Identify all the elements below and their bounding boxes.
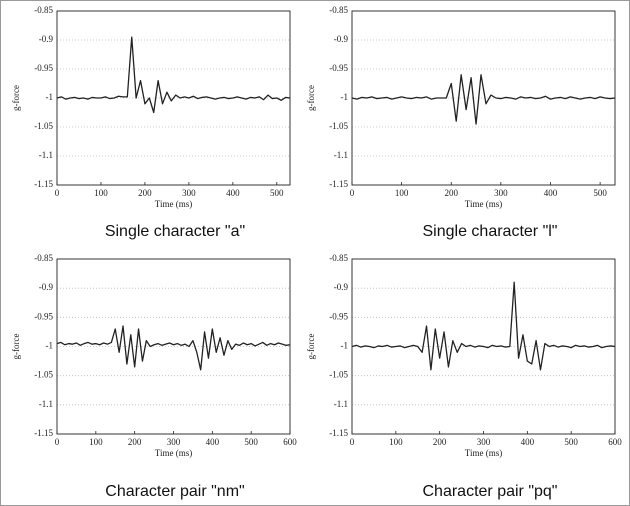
x-tick-label: 100 [389,437,403,447]
x-tick-label: 200 [433,437,447,447]
y-axis-label: g-force [11,334,21,360]
x-tick-label: 100 [395,188,409,198]
x-tick-label: 200 [128,437,142,447]
x-tick-label: 400 [206,437,220,447]
x-tick-label: 400 [521,437,535,447]
y-axis-label: g-force [11,85,21,111]
y-tick-label: -1.1 [334,150,348,160]
x-axis-label: Time (ms) [155,199,192,209]
y-tick-label: -0.85 [34,5,53,15]
y-tick-label: -1.1 [334,399,348,409]
y-axis-label: g-force [306,85,316,111]
y-tick-label: -1.15 [34,179,53,189]
x-tick-label: 500 [270,188,284,198]
y-tick-label: -1.05 [34,370,53,380]
y-axis-label: g-force [306,334,316,360]
y-tick-label: -1 [46,341,54,351]
x-tick-label: 600 [283,437,297,447]
y-tick-label: -0.9 [334,34,349,44]
x-axis-label: Time (ms) [465,448,502,458]
y-tick-label: -1 [341,341,349,351]
y-tick-label: -1.15 [329,428,348,438]
y-tick-label: -0.85 [329,5,348,15]
y-tick-label: -1 [341,92,349,102]
y-tick-label: -0.85 [329,253,348,263]
x-tick-label: 100 [94,188,108,198]
x-axis-label: Time (ms) [155,448,192,458]
data-line [56,36,291,114]
x-tick-label: 200 [444,188,458,198]
x-tick-label: 0 [350,188,355,198]
x-tick-label: 400 [226,188,240,198]
y-tick-label: -1 [46,92,54,102]
y-tick-label: -1.05 [34,121,53,131]
y-tick-label: -1.05 [329,121,348,131]
chart-caption: Single character "a" [105,223,245,240]
x-tick-label: 300 [167,437,181,447]
x-tick-label: 100 [89,437,103,447]
chart-caption: Character pair "nm" [105,483,244,500]
y-tick-label: -1.05 [329,370,348,380]
x-tick-label: 200 [138,188,152,198]
x-tick-label: 0 [55,188,60,198]
y-tick-label: -0.95 [34,63,53,73]
x-tick-label: 300 [182,188,196,198]
plot-frame [56,258,291,435]
x-tick-label: 600 [608,437,622,447]
x-tick-label: 300 [494,188,508,198]
x-tick-label: 400 [544,188,558,198]
data-line [56,325,291,371]
x-tick-label: 500 [564,437,578,447]
y-tick-label: -0.95 [329,63,348,73]
y-tick-label: -0.95 [34,311,53,321]
y-tick-label: -0.85 [34,253,53,263]
y-tick-label: -0.9 [334,282,349,292]
y-tick-label: -1.15 [329,179,348,189]
chart-caption: Character pair "pq" [423,483,558,500]
x-tick-label: 500 [244,437,258,447]
y-tick-label: -1.15 [34,428,53,438]
x-tick-label: 0 [55,437,60,447]
y-tick-label: -0.9 [39,282,54,292]
y-tick-label: -0.9 [39,34,54,44]
x-axis-label: Time (ms) [465,199,502,209]
data-line [351,74,616,125]
y-tick-label: -1.1 [39,150,53,160]
y-tick-label: -1.1 [39,399,53,409]
chart-caption: Single character "l" [423,223,558,240]
data-line [351,281,616,371]
x-tick-label: 500 [593,188,607,198]
x-tick-label: 300 [477,437,491,447]
x-tick-label: 0 [350,437,355,447]
y-tick-label: -0.95 [329,311,348,321]
